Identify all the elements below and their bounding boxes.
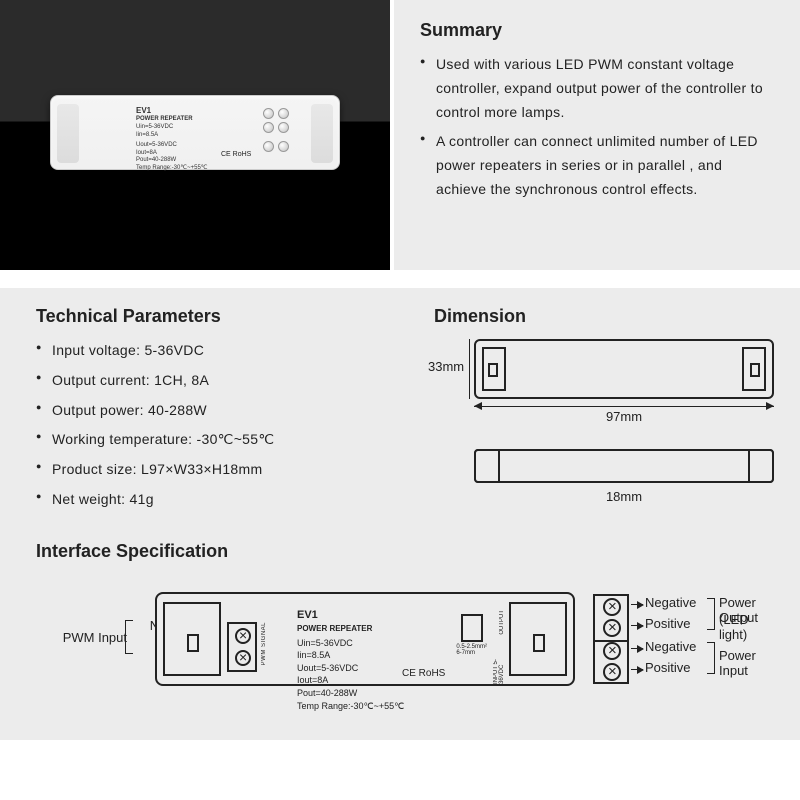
dim-height-label: 33mm [428, 359, 464, 374]
power-input-label: Power Input [719, 648, 765, 678]
technical-parameters: Technical Parameters Input voltage: 5-36… [36, 306, 414, 519]
dimension-panel: Dimension 33mm 97mm [414, 306, 774, 519]
interface-title: Interface Specification [36, 541, 774, 562]
input-vert-label: INPUT 5-36VDC [493, 650, 505, 684]
interface-device-outline: PWM SIGNAL EV1 POWER REPEATER Uin=5-36VD… [155, 592, 575, 686]
tech-item: Working temperature: -30℃~55℃ [36, 428, 414, 452]
neg-out-label: Negative [645, 595, 696, 610]
interface-drawing: PWM Input Negative Positive PWM SIGNAL E… [45, 580, 765, 710]
summary-list: Used with various LED PWM constant volta… [420, 53, 774, 202]
pos-out-label: Positive [645, 616, 691, 631]
right-terminal-block [593, 594, 629, 684]
summary-panel: Summary Used with various LED PWM consta… [394, 0, 800, 270]
device-photo-render: EV1 POWER REPEATER Uin=5-36VDC Iin=8.5A … [50, 95, 340, 170]
output-vert-label: OUTPUT [499, 610, 505, 635]
tech-item: Product size: L97×W33×H18mm [36, 458, 414, 482]
dim-width-label: 97mm [474, 409, 774, 424]
summary-title: Summary [420, 20, 774, 41]
summary-item: Used with various LED PWM constant volta… [420, 53, 774, 124]
dimension-side-view: 18mm [434, 449, 774, 519]
technical-title: Technical Parameters [36, 306, 414, 327]
led-light-label: (LED light) [719, 612, 765, 642]
mid-row: Technical Parameters Input voltage: 5-36… [0, 288, 800, 537]
summary-item: A controller can connect unlimited numbe… [420, 130, 774, 201]
product-photo: EV1 POWER REPEATER Uin=5-36VDC Iin=8.5A … [0, 0, 390, 270]
interface-section: Interface Specification PWM Input Negati… [0, 537, 800, 740]
device-name: POWER REPEATER [136, 116, 208, 124]
pos-in-label: Positive [645, 660, 691, 675]
tech-item: Output power: 40-288W [36, 399, 414, 423]
dim-depth-label: 18mm [474, 489, 774, 504]
dimension-title: Dimension [434, 306, 774, 327]
tech-item: Input voltage: 5-36VDC [36, 339, 414, 363]
tech-item: Output current: 1CH, 8A [36, 369, 414, 393]
dimension-top-view: 33mm 97mm [434, 339, 774, 439]
pwm-input-label: PWM Input [37, 630, 127, 645]
tech-item: Net weight: 41g [36, 488, 414, 512]
pwm-signal-label: PWM SIGNAL [261, 622, 267, 665]
neg-in-label: Negative [645, 639, 696, 654]
device-cert-marks: CE RoHS [221, 151, 251, 158]
top-row: EV1 POWER REPEATER Uin=5-36VDC Iin=8.5A … [0, 0, 800, 270]
device-model: EV1 [136, 106, 208, 116]
